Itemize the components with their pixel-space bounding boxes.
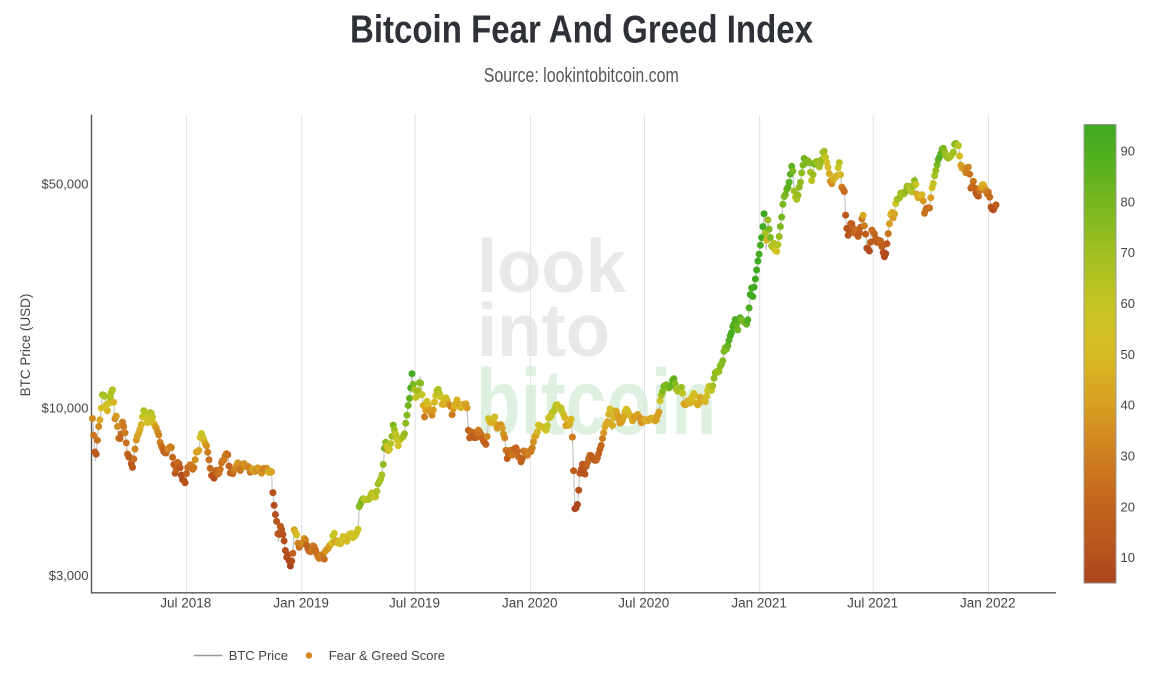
svg-text:Jan 2022: Jan 2022 — [960, 596, 1016, 611]
svg-text:90: 90 — [1121, 143, 1135, 158]
svg-text:70: 70 — [1121, 245, 1135, 260]
svg-text:80: 80 — [1121, 194, 1135, 209]
svg-text:Jan 2019: Jan 2019 — [273, 596, 329, 611]
svg-text:Jul 2021: Jul 2021 — [847, 596, 898, 611]
svg-text:look: look — [477, 224, 626, 308]
svg-text:20: 20 — [1121, 499, 1135, 514]
svg-text:into: into — [477, 288, 610, 372]
svg-text:bitcoin: bitcoin — [476, 350, 716, 454]
svg-text:Jan 2020: Jan 2020 — [502, 596, 558, 611]
svg-text:40: 40 — [1121, 398, 1135, 413]
svg-text:Jul 2019: Jul 2019 — [389, 596, 440, 611]
svg-text:BTC Price (USD): BTC Price (USD) — [18, 294, 33, 397]
svg-text:Fear & Greed Score: Fear & Greed Score — [329, 648, 445, 663]
svg-text:Source: lookintobitcoin.com: Source: lookintobitcoin.com — [484, 65, 679, 87]
svg-text:$50,000: $50,000 — [42, 177, 89, 192]
svg-text:Jul 2018: Jul 2018 — [160, 596, 211, 611]
svg-text:$10,000: $10,000 — [42, 401, 89, 416]
svg-text:Jan 2021: Jan 2021 — [731, 596, 787, 611]
svg-text:60: 60 — [1121, 296, 1135, 311]
svg-text:Jul 2020: Jul 2020 — [618, 596, 669, 611]
svg-text:$3,000: $3,000 — [49, 568, 89, 583]
svg-text:10: 10 — [1121, 550, 1135, 565]
svg-text:BTC Price: BTC Price — [229, 648, 288, 663]
svg-text:Bitcoin Fear And Greed Index: Bitcoin Fear And Greed Index — [350, 9, 813, 52]
svg-text:30: 30 — [1121, 449, 1135, 464]
svg-text:50: 50 — [1121, 347, 1135, 362]
